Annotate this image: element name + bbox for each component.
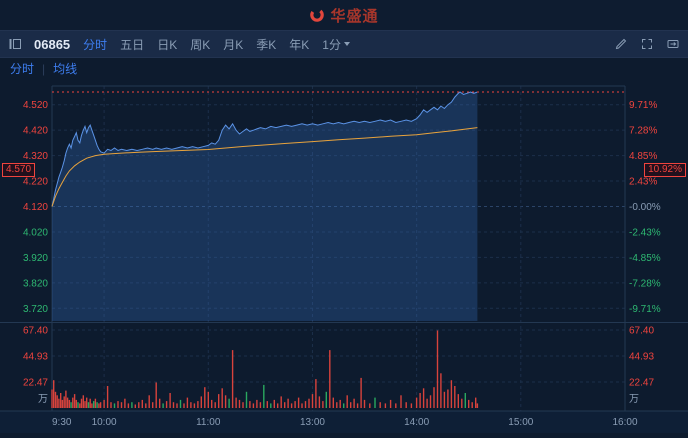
subtab-fenshi[interactable]: 分时 xyxy=(10,62,35,76)
intraday-chart[interactable]: 4.520 9.71% 4.420 7.28% 4.320 4.85% 4.220 2.43%… xyxy=(0,78,688,433)
time-axis-bar xyxy=(0,411,688,433)
svg-text:万: 万 xyxy=(629,394,639,405)
volume-bars xyxy=(51,330,479,408)
svg-text:3.920: 3.920 xyxy=(23,253,48,264)
tab-quarterly[interactable]: 季K xyxy=(256,37,277,52)
fullscreen-icon[interactable] xyxy=(641,38,653,50)
svg-text:4.220: 4.220 xyxy=(23,177,48,188)
app-logo: 华盛通 xyxy=(309,5,378,26)
svg-text:4.320: 4.320 xyxy=(23,151,48,162)
landscape-icon[interactable] xyxy=(667,38,679,50)
logo-text: 华盛通 xyxy=(330,7,379,25)
svg-text:4.120: 4.120 xyxy=(23,202,48,213)
svg-text:万: 万 xyxy=(38,394,48,405)
svg-text:2.43%: 2.43% xyxy=(629,177,657,188)
tab-5day[interactable]: 五日 xyxy=(120,37,145,52)
price-area xyxy=(52,92,478,321)
chart-toolbar: 06865 分时 五日 日K 周K 月K 季K 年K 1分 xyxy=(0,30,688,58)
stock-list-icon[interactable] xyxy=(9,38,21,50)
svg-text:14:00: 14:00 xyxy=(404,417,429,428)
svg-text:3.720: 3.720 xyxy=(23,304,48,315)
interval-select[interactable]: 1分 xyxy=(322,36,350,53)
subtab-ma[interactable]: 均线 xyxy=(53,62,78,76)
svg-text:4.85%: 4.85% xyxy=(629,151,657,162)
axis-labels: 4.520 9.71% 4.420 7.28% 4.320 4.85% 4.220 2.43%… xyxy=(23,100,661,428)
svg-text:67.40: 67.40 xyxy=(23,326,48,337)
svg-text:-0.00%: -0.00% xyxy=(629,202,661,213)
chevron-down-icon xyxy=(343,42,350,46)
price-line xyxy=(51,91,478,207)
tab-weekly[interactable]: 周K xyxy=(190,37,211,52)
svg-text:9.71%: 9.71% xyxy=(629,100,657,111)
tab-minute[interactable]: 分时 xyxy=(83,37,108,52)
svg-text:-7.28%: -7.28% xyxy=(629,278,661,289)
svg-text:15:00: 15:00 xyxy=(508,417,533,428)
draw-tool-icon[interactable] xyxy=(615,38,627,50)
svg-text:10:00: 10:00 xyxy=(92,417,117,428)
svg-text:7.28%: 7.28% xyxy=(629,126,657,137)
svg-text:22.47: 22.47 xyxy=(629,378,654,389)
chart-area[interactable]: 4.520 9.71% 4.420 7.28% 4.320 4.85% 4.220 2.43%… xyxy=(0,78,688,433)
avg-line xyxy=(51,127,478,207)
tab-daily[interactable]: 日K xyxy=(157,37,178,52)
svg-text:44.93: 44.93 xyxy=(23,352,48,363)
svg-text:16:00: 16:00 xyxy=(612,417,637,428)
stock-code: 06865 xyxy=(34,36,71,52)
svg-text:67.40: 67.40 xyxy=(629,326,654,337)
tab-monthly[interactable]: 月K xyxy=(223,37,244,52)
grid xyxy=(52,86,625,411)
pane-borders xyxy=(0,85,688,412)
period-tabs: 分时 五日 日K 周K 月K 季K 年K xyxy=(83,36,309,53)
svg-text:4.520: 4.520 xyxy=(23,100,48,111)
interval-label: 1分 xyxy=(322,37,341,52)
svg-text:-9.71%: -9.71% xyxy=(629,304,661,315)
app-header: 华盛通 xyxy=(0,0,688,30)
svg-text:9:30: 9:30 xyxy=(52,417,72,428)
indicator-tabs: 分时 | 均线 xyxy=(0,58,688,79)
svg-text:13:00: 13:00 xyxy=(300,417,325,428)
tab-yearly[interactable]: 年K xyxy=(289,37,310,52)
svg-text:-2.43%: -2.43% xyxy=(629,227,661,238)
svg-text:-4.85%: -4.85% xyxy=(629,253,661,264)
svg-text:3.820: 3.820 xyxy=(23,278,48,289)
logo-flame-icon xyxy=(310,8,325,22)
svg-text:4.020: 4.020 xyxy=(23,227,48,238)
current-change-label: 10.92% xyxy=(644,163,686,177)
svg-text:11:00: 11:00 xyxy=(196,417,221,428)
toolbar-right-icons xyxy=(615,38,679,50)
current-price-label: 4.570 xyxy=(2,163,36,177)
subtab-divider: | xyxy=(42,61,46,76)
svg-text:22.47: 22.47 xyxy=(23,378,48,389)
svg-text:44.93: 44.93 xyxy=(629,352,654,363)
svg-text:4.420: 4.420 xyxy=(23,126,48,137)
